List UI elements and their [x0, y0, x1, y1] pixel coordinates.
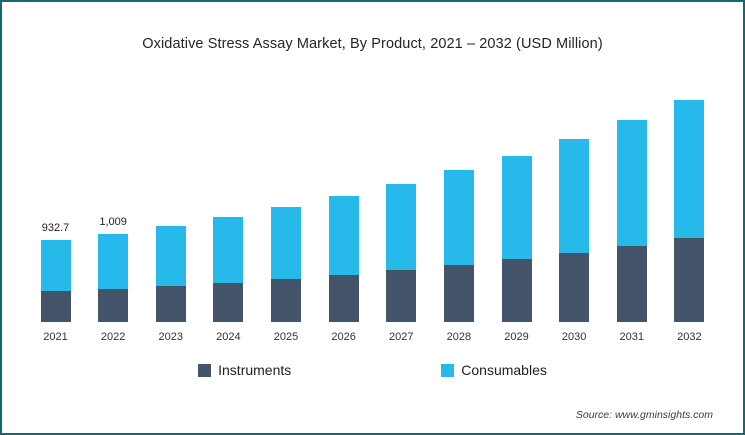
bar-segment-instruments — [98, 288, 129, 323]
bar-segment-instruments — [40, 291, 71, 323]
x-tick-label: 2027 — [389, 331, 414, 344]
source-attribution: Source: www.gminsights.com — [575, 409, 713, 421]
legend-item-consumables: Consumables — [441, 362, 547, 378]
legend: Instruments Consumables — [2, 362, 743, 378]
x-tick-label: 2025 — [273, 331, 299, 344]
bar-segment-instruments — [616, 245, 647, 323]
bar-column: 2027 — [384, 166, 418, 345]
bar-column: 2031 — [615, 102, 649, 344]
bar-column: 2025 — [269, 189, 303, 344]
bar-column: 2026 — [327, 178, 361, 344]
bar-total-label: 1,009 — [99, 215, 127, 228]
legend-item-instruments: Instruments — [198, 362, 291, 378]
plot-area: 932.7 2021 1,009 2022 2023 2024 2025 2026 2027 20… — [39, 82, 707, 344]
bar-segment-consumables — [98, 233, 129, 289]
x-tick-label: 2024 — [216, 331, 241, 344]
bar-segment-consumables — [328, 195, 359, 275]
x-tick-label: 2023 — [158, 331, 183, 344]
bar-segment-consumables — [271, 206, 301, 279]
legend-swatch-instruments — [198, 363, 212, 377]
bar-segment-consumables — [674, 100, 705, 238]
bar-segment-consumables — [40, 240, 71, 292]
x-tick-label: 2031 — [619, 331, 644, 344]
legend-swatch-consumables — [441, 363, 455, 377]
bar-segment-instruments — [155, 285, 186, 323]
bar-segment-consumables — [155, 225, 186, 286]
bar-segment-consumables — [559, 138, 590, 253]
bar-segment-instruments — [328, 274, 359, 323]
legend-label: Consumables — [461, 362, 547, 379]
x-tick-label: 2032 — [677, 331, 702, 344]
bar-segment-instruments — [386, 269, 417, 323]
chart-title: Oxidative Stress Assay Market, By Produc… — [142, 36, 603, 52]
bar-column: 2023 — [154, 208, 188, 344]
bar-segment-instruments — [559, 252, 590, 323]
bar-column: 2024 — [211, 199, 245, 344]
bar-column: 2029 — [500, 138, 534, 345]
bar-segment-consumables — [386, 183, 417, 270]
bar-segment-instruments — [271, 278, 301, 323]
bar-segment-instruments — [443, 265, 474, 323]
bar-column: 932.7 2021 — [39, 222, 73, 344]
x-tick-label: 2022 — [100, 331, 126, 344]
legend-label: Instruments — [218, 362, 292, 379]
x-tick-label: 2021 — [43, 331, 68, 344]
bar-column: 2032 — [672, 82, 706, 344]
bar-segment-instruments — [674, 237, 705, 323]
x-tick-label: 2030 — [561, 331, 587, 344]
bar-segment-instruments — [213, 282, 244, 323]
bar-total-label: 932.7 — [41, 222, 70, 235]
bar-segment-consumables — [501, 155, 532, 260]
x-tick-label: 2026 — [331, 331, 356, 344]
bar-column: 2028 — [442, 152, 476, 344]
bar-column: 1,009 2022 — [96, 216, 130, 344]
bar-segment-consumables — [213, 216, 244, 283]
x-tick-label: 2029 — [504, 331, 529, 344]
bar-segment-consumables — [443, 170, 474, 266]
x-tick-label: 2028 — [446, 331, 472, 344]
bar-segment-consumables — [616, 120, 647, 246]
bar-segment-instruments — [501, 259, 532, 323]
bar-column: 2030 — [557, 121, 591, 344]
